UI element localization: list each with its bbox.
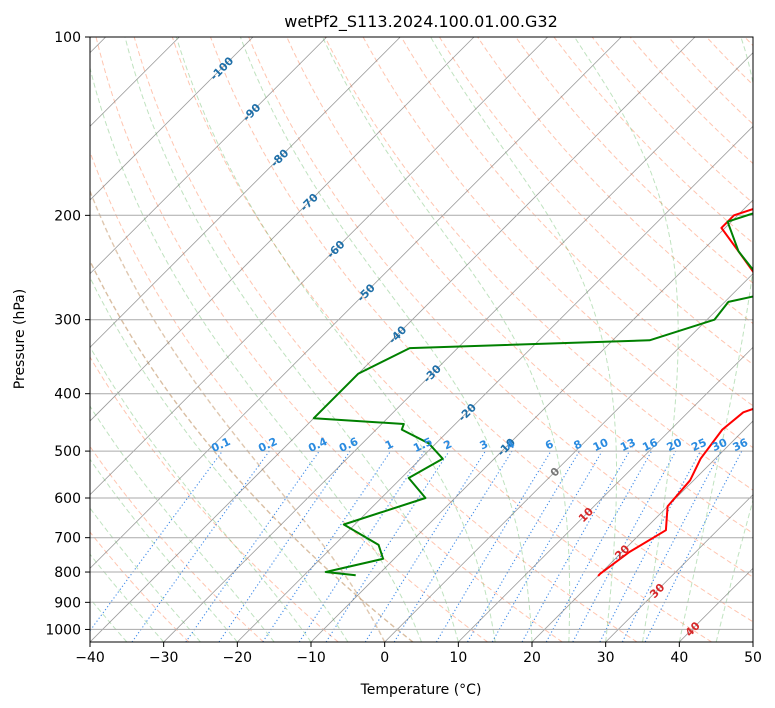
isotherm-line xyxy=(163,52,753,642)
mixing-ratio-label: 10 xyxy=(591,436,611,454)
x-axis-label: Temperature (°C) xyxy=(360,682,482,698)
isotherm-line xyxy=(310,199,753,642)
moist-adiabat xyxy=(90,458,238,642)
dry-adiabat xyxy=(90,356,339,642)
isotherm-line xyxy=(90,37,254,201)
y-tick-label: 100 xyxy=(54,30,81,46)
chart-title: wetPf2_S113.2024.100.01.00.G32 xyxy=(284,12,558,32)
dry-adiabat xyxy=(210,37,753,623)
moist-adiabat xyxy=(239,37,533,642)
y-tick-label: 500 xyxy=(54,444,81,460)
y-tick-label: 200 xyxy=(54,208,81,224)
isotherm-line xyxy=(90,37,622,569)
mixing-ratio-label: 36 xyxy=(731,436,751,454)
mixing-ratio-line xyxy=(218,450,351,642)
dry-adiabat xyxy=(171,37,712,642)
moist-adiabat xyxy=(715,498,753,642)
y-tick-label: 1000 xyxy=(45,622,81,638)
x-tick-label: 20 xyxy=(523,650,541,666)
y-axis-label: Pressure (hPa) xyxy=(12,289,28,389)
x-tick-label: 10 xyxy=(449,650,467,666)
dry-adiabat xyxy=(90,445,264,642)
x-tick-label: 40 xyxy=(670,650,688,666)
moist-adiabat xyxy=(90,405,275,642)
dry-adiabat xyxy=(400,37,753,407)
dry-adiabat xyxy=(133,37,638,642)
mixing-ratio-line xyxy=(131,450,270,642)
plot-frame xyxy=(89,36,754,643)
moist-adiabat xyxy=(90,189,386,642)
x-tick-label: 50 xyxy=(744,650,762,666)
isotherm-line xyxy=(90,37,475,422)
mixing-ratio-label: 16 xyxy=(640,436,660,454)
isotherm-line xyxy=(605,494,753,642)
x-tick-label: −40 xyxy=(75,650,105,666)
isotherm-line xyxy=(90,37,327,275)
mixing-ratio-line xyxy=(491,450,603,642)
mixing-ratio-line xyxy=(435,450,552,642)
moist-adiabat xyxy=(322,37,571,642)
isotherm-line xyxy=(90,37,401,348)
x-tick-label: −20 xyxy=(223,650,253,666)
mixing-ratio-line xyxy=(467,450,580,642)
moist-adiabat xyxy=(90,276,349,642)
isotherm-line xyxy=(384,273,753,642)
temperature-line xyxy=(597,207,753,577)
dewpoint-line xyxy=(312,212,753,577)
y-tick-label: 900 xyxy=(54,595,81,611)
mixing-ratio-label: 25 xyxy=(689,436,708,454)
dry-adiabat xyxy=(95,37,563,642)
moist-adiabat xyxy=(678,37,753,642)
mixing-ratio-line xyxy=(262,450,392,642)
y-tick-label: 700 xyxy=(54,531,81,547)
moist-adiabat xyxy=(90,65,422,642)
dry-adiabat xyxy=(90,531,190,642)
isotherm-line xyxy=(90,37,548,496)
y-tick-label: 600 xyxy=(54,491,81,507)
mixing-ratio-line xyxy=(621,450,722,642)
isotherm-line xyxy=(90,37,696,642)
isotherm-line xyxy=(531,420,753,642)
dry-adiabat xyxy=(515,37,753,284)
moist-adiabat xyxy=(175,37,496,642)
mixing-ratio-line xyxy=(90,450,223,632)
isotherm-line xyxy=(237,125,753,642)
mixing-ratio-label: 13 xyxy=(618,436,637,454)
mixing-ratio-label: 20 xyxy=(665,436,685,454)
y-tick-label: 800 xyxy=(54,565,81,581)
dry-adiabat xyxy=(438,37,753,366)
moist-adiabat xyxy=(124,37,459,642)
x-tick-label: −10 xyxy=(296,650,326,666)
moist-adiabat xyxy=(574,37,679,642)
moist-adiabat xyxy=(430,37,617,642)
mixing-ratio-line xyxy=(393,450,513,642)
dry-adiabat xyxy=(324,37,753,491)
x-tick-label: −30 xyxy=(149,650,179,666)
y-tick-label: 300 xyxy=(54,313,81,329)
dry-adiabat xyxy=(248,37,753,578)
dry-adiabat xyxy=(90,150,488,642)
x-tick-label: 30 xyxy=(597,650,615,666)
isotherm-line xyxy=(458,346,753,642)
x-tick-label: 0 xyxy=(380,650,389,666)
y-tick-label: 400 xyxy=(54,387,81,403)
mixing-ratio-label: 30 xyxy=(710,436,730,454)
